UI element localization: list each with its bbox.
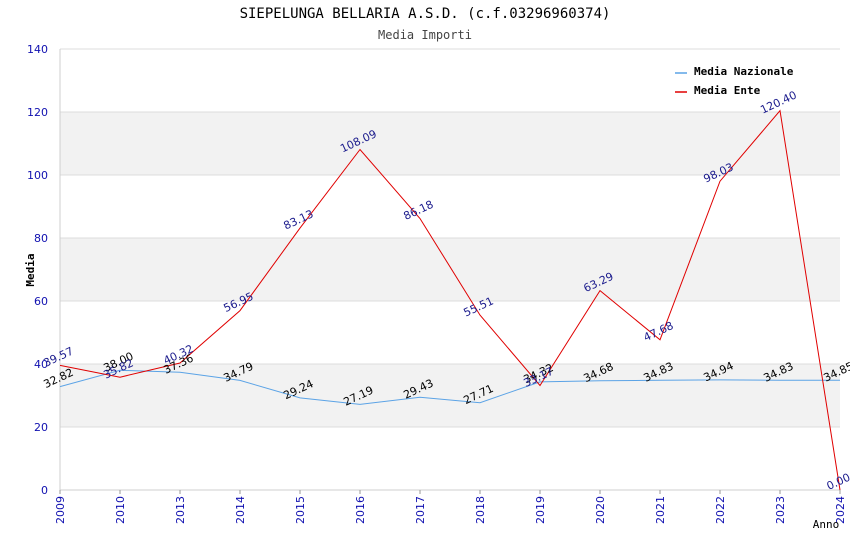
band [60, 112, 840, 175]
chart-subtitle: Media Importi [378, 28, 472, 42]
legend-label-ente: Media Ente [694, 84, 761, 97]
x-tick-label: 2021 [654, 496, 667, 524]
x-tick-label: 2013 [174, 496, 187, 524]
axes [59, 49, 841, 494]
series-lines [59, 109, 841, 491]
x-tick-label: 2020 [594, 496, 607, 524]
data-label-ente: 86.18 [402, 198, 436, 223]
x-tick-label: 2015 [294, 496, 307, 524]
x-tick-label: 2009 [54, 496, 67, 524]
x-tick-label: 2018 [474, 496, 487, 524]
y-tick-label: 20 [34, 421, 48, 434]
x-tick-label: 2022 [714, 496, 727, 524]
x-tick-label: 2016 [354, 496, 367, 524]
series-line-ente [59, 109, 841, 491]
y-axis-label: Media [24, 253, 37, 286]
y-tick-label: 40 [34, 358, 48, 371]
background-bands [60, 112, 840, 427]
y-tick-labels: 0 20 40 60 80 100 120 140 [27, 43, 48, 497]
data-label-ente: 83.13 [282, 207, 316, 232]
band [60, 238, 840, 301]
x-tick-label: 2010 [114, 496, 127, 524]
x-tick-label: 2024 [834, 496, 847, 524]
x-tick-labels: 2009 2010 2013 2014 2015 2016 2017 2018 2019 2020… [54, 496, 847, 524]
legend: Media Nazionale Media Ente [675, 65, 794, 97]
band [60, 364, 840, 427]
x-tick-label: 2014 [234, 496, 247, 524]
y-tick-label: 80 [34, 232, 48, 245]
x-tick-label: 2017 [414, 496, 427, 524]
y-tick-label: 0 [41, 484, 48, 497]
y-tick-label: 100 [27, 169, 48, 182]
series-line-nazionale [59, 369, 841, 405]
x-tick-label: 2019 [534, 496, 547, 524]
legend-label-nazionale: Media Nazionale [694, 65, 794, 78]
x-tick-label: 2023 [774, 496, 787, 524]
y-tick-label: 120 [27, 106, 48, 119]
chart-title: SIEPELUNGA BELLARIA A.S.D. (c.f.03296960… [240, 6, 611, 22]
y-tick-label: 60 [34, 295, 48, 308]
y-tick-label: 140 [27, 43, 48, 56]
data-label-ente: 47.68 [642, 319, 676, 344]
x-axis-label: Anno [813, 518, 840, 531]
